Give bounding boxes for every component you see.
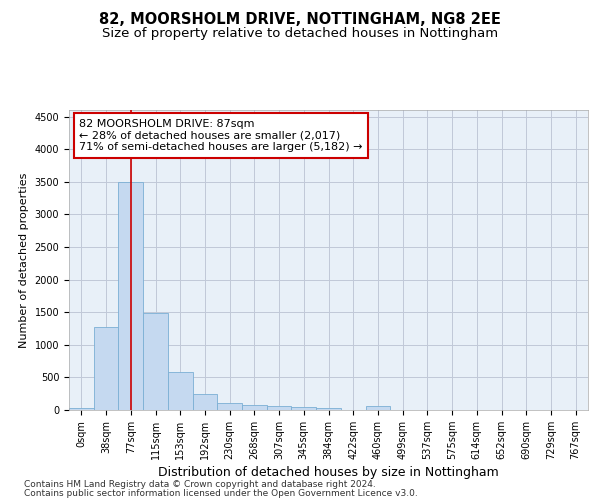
X-axis label: Distribution of detached houses by size in Nottingham: Distribution of detached houses by size … [158,466,499,479]
Bar [316,408,341,410]
Bar [94,326,118,410]
Bar [267,406,292,410]
Bar [365,406,390,410]
Bar [168,372,193,410]
Text: 82, MOORSHOLM DRIVE, NOTTINGHAM, NG8 2EE: 82, MOORSHOLM DRIVE, NOTTINGHAM, NG8 2EE [99,12,501,28]
Bar [242,405,267,410]
Text: 82 MOORSHOLM DRIVE: 87sqm
← 28% of detached houses are smaller (2,017)
71% of se: 82 MOORSHOLM DRIVE: 87sqm ← 28% of detac… [79,119,363,152]
Text: Contains public sector information licensed under the Open Government Licence v3: Contains public sector information licen… [24,488,418,498]
Bar [118,182,143,410]
Text: Size of property relative to detached houses in Nottingham: Size of property relative to detached ho… [102,28,498,40]
Bar [69,408,94,410]
Text: Contains HM Land Registry data © Crown copyright and database right 2024.: Contains HM Land Registry data © Crown c… [24,480,376,489]
Bar [193,394,217,410]
Bar [143,314,168,410]
Bar [217,402,242,410]
Bar [292,408,316,410]
Y-axis label: Number of detached properties: Number of detached properties [19,172,29,348]
